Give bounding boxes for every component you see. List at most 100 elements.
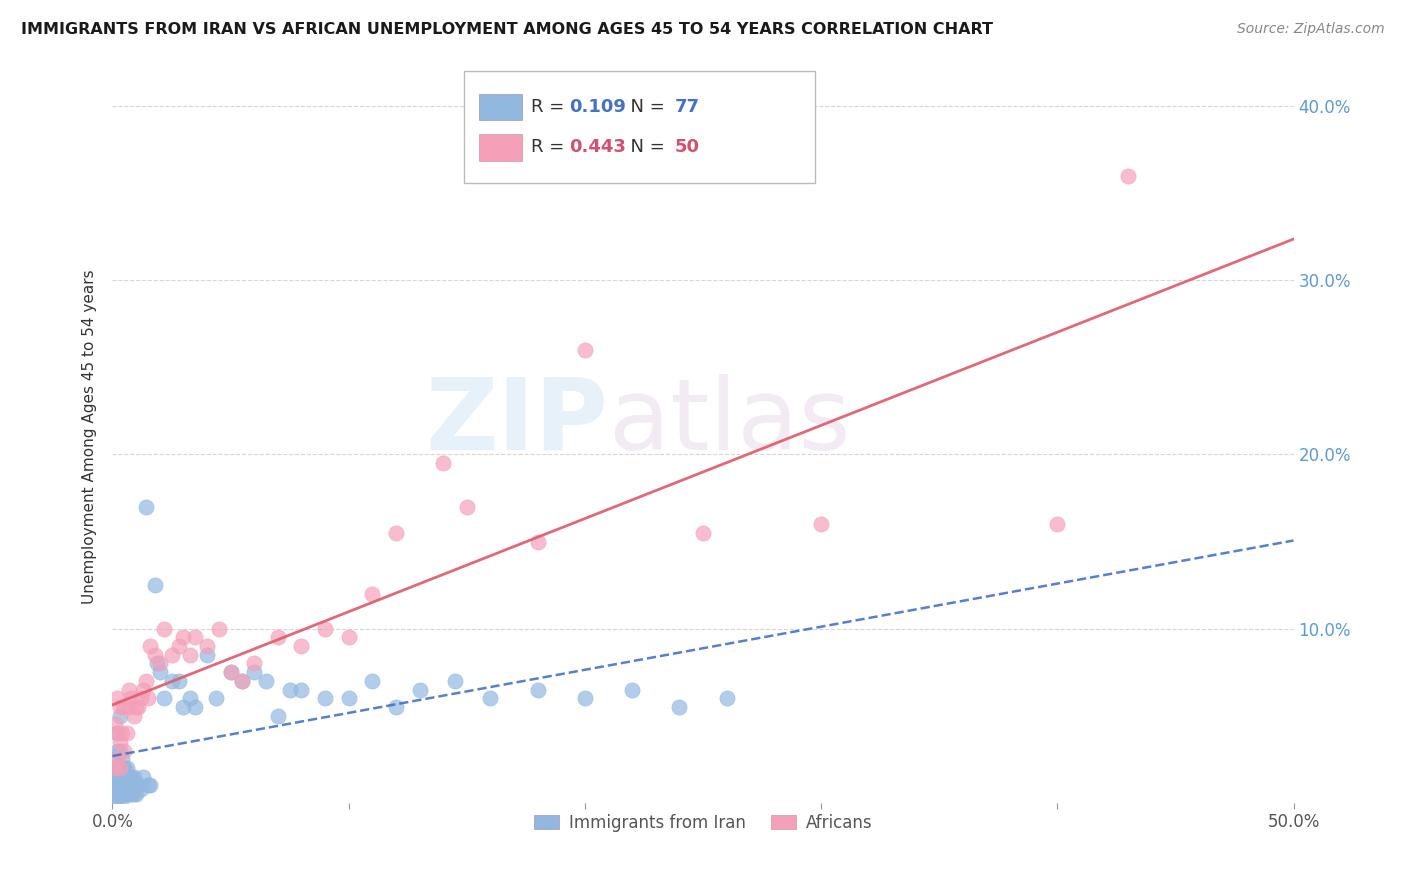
Point	[139, 639, 162, 653]
Point	[108, 770, 131, 784]
Point	[716, 691, 738, 706]
Y-axis label: Unemployment Among Ages 45 to 54 years: Unemployment Among Ages 45 to 54 years	[82, 269, 97, 605]
Point	[444, 673, 467, 688]
Point	[125, 700, 148, 714]
Point	[149, 665, 172, 680]
Point	[160, 648, 183, 662]
Point	[108, 735, 131, 749]
Point	[111, 787, 134, 801]
Point	[208, 622, 231, 636]
Point	[195, 639, 218, 653]
Point	[104, 717, 127, 731]
Point	[149, 657, 172, 671]
Point	[104, 770, 127, 784]
Text: R =: R =	[531, 138, 571, 156]
Point	[104, 761, 127, 775]
Point	[125, 787, 148, 801]
Point	[120, 770, 142, 784]
Point	[115, 787, 138, 801]
Point	[105, 743, 128, 757]
Point	[108, 743, 131, 757]
Point	[108, 761, 131, 775]
Point	[132, 770, 155, 784]
Point	[205, 691, 228, 706]
Point	[129, 691, 152, 706]
Point	[668, 700, 690, 714]
Text: R =: R =	[531, 98, 571, 116]
Point	[108, 778, 131, 792]
Point	[337, 691, 360, 706]
Point	[1046, 517, 1069, 532]
Point	[136, 691, 159, 706]
Point	[132, 682, 155, 697]
Point	[146, 657, 169, 671]
Point	[112, 761, 135, 775]
Point	[160, 673, 183, 688]
Text: N =: N =	[619, 138, 671, 156]
Point	[112, 700, 135, 714]
Point	[219, 665, 242, 680]
Point	[111, 752, 134, 766]
Point	[112, 770, 135, 784]
Point	[108, 700, 131, 714]
Point	[108, 708, 131, 723]
Point	[479, 691, 502, 706]
Point	[112, 787, 135, 801]
Point	[1116, 169, 1139, 183]
Point	[267, 631, 290, 645]
Point	[143, 578, 166, 592]
Point	[314, 691, 336, 706]
Point	[456, 500, 478, 514]
Point	[115, 761, 138, 775]
Point	[385, 525, 408, 540]
Point	[574, 343, 596, 357]
Point	[105, 770, 128, 784]
Point	[172, 631, 194, 645]
Point	[184, 700, 207, 714]
Point	[105, 726, 128, 740]
Point	[139, 778, 162, 792]
Point	[267, 708, 290, 723]
Point	[153, 691, 176, 706]
Point	[184, 631, 207, 645]
Legend: Immigrants from Iran, Africans: Immigrants from Iran, Africans	[527, 807, 879, 838]
Point	[111, 778, 134, 792]
Point	[179, 648, 201, 662]
Point	[111, 770, 134, 784]
Point	[361, 587, 384, 601]
Point	[115, 726, 138, 740]
Text: IMMIGRANTS FROM IRAN VS AFRICAN UNEMPLOYMENT AMONG AGES 45 TO 54 YEARS CORRELATI: IMMIGRANTS FROM IRAN VS AFRICAN UNEMPLOY…	[21, 22, 993, 37]
Point	[231, 673, 253, 688]
Point	[108, 787, 131, 801]
Point	[112, 761, 135, 775]
Text: N =: N =	[619, 98, 671, 116]
Text: Source: ZipAtlas.com: Source: ZipAtlas.com	[1237, 22, 1385, 37]
Text: 50: 50	[675, 138, 700, 156]
Point	[219, 665, 242, 680]
Point	[385, 700, 408, 714]
Point	[526, 682, 548, 697]
Point	[118, 770, 141, 784]
Point	[167, 673, 190, 688]
Point	[129, 781, 152, 796]
Point	[408, 682, 430, 697]
Point	[105, 726, 128, 740]
Point	[314, 622, 336, 636]
Point	[120, 787, 142, 801]
Point	[136, 778, 159, 792]
Point	[143, 648, 166, 662]
Point	[105, 752, 128, 766]
Text: 0.109: 0.109	[569, 98, 626, 116]
Point	[127, 700, 149, 714]
Point	[172, 700, 194, 714]
Point	[243, 657, 266, 671]
Point	[278, 682, 301, 697]
Point	[692, 525, 714, 540]
Point	[115, 778, 138, 792]
Point	[112, 778, 135, 792]
Point	[112, 743, 135, 757]
Point	[104, 787, 127, 801]
Point	[432, 456, 454, 470]
Point	[337, 631, 360, 645]
Point	[108, 787, 131, 801]
